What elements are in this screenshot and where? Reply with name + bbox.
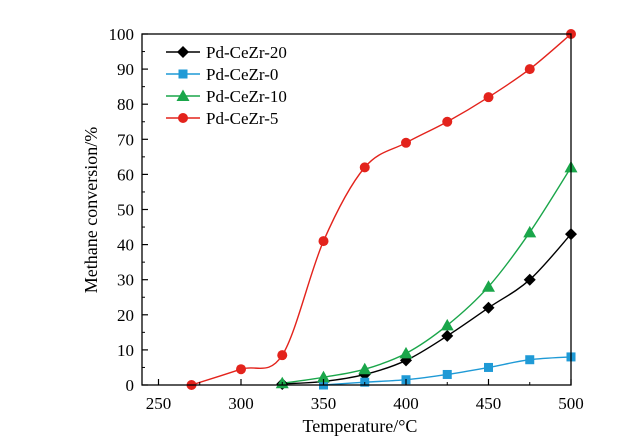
data-point-2-1 [317,370,330,383]
y-tick-label: 80 [117,95,134,114]
x-tick-label: 400 [393,394,419,413]
y-axis-label: Methane conversion/% [81,127,101,293]
data-point-0-5 [482,301,495,314]
data-point-2-3 [399,346,413,359]
y-tick-label: 20 [117,306,134,325]
y-tick-label: 100 [109,25,135,44]
y-tick-label: 0 [126,376,135,395]
data-point-0-4 [441,329,454,342]
legend-marker-0 [177,46,189,58]
x-tick-label: 300 [228,394,254,413]
legend-entry-3: Pd-CeZr-5 [206,109,278,128]
legend-marker-1 [178,69,188,79]
legend-entry-1: Pd-CeZr-0 [206,65,278,84]
x-tick-label: 500 [558,394,584,413]
data-point-2-2 [358,362,372,375]
legend-entry-2: Pd-CeZr-10 [206,87,287,106]
data-point-0-6 [523,273,536,286]
data-point-3-7 [483,92,494,103]
data-point-2-4 [440,318,454,331]
axes: 250 300 350 400 450 500 0 10 20 30 40 50 60 70 80 90 100 [109,25,584,413]
legend-entry-0: Pd-CeZr-20 [206,43,287,62]
y-tick-label: 40 [117,236,134,255]
y-tick-label: 60 [117,165,134,184]
data-point-1-5 [525,355,535,365]
y-tick-label: 70 [117,130,134,149]
x-tick-label: 450 [476,394,502,413]
legend-marker-3 [178,113,188,123]
data-point-3-3 [318,236,329,247]
data-point-1-4 [484,362,493,372]
data-point-2-5 [482,280,495,292]
legend-marker-2 [176,89,190,101]
data-point-3-2 [277,350,288,361]
data-point-3-8 [524,64,535,75]
x-axis-label: Temperature/°C [303,416,418,436]
x-tick-label: 350 [311,394,337,413]
legend: Pd-CeZr-20 Pd-CeZr-0 Pd-CeZr-10 Pd-CeZr-5 [166,43,287,128]
series-line-3 [191,33,572,386]
y-tick-label: 50 [117,201,134,220]
y-tick-label: 10 [117,341,134,360]
data-point-3-1 [236,364,246,375]
y-tick-label: 90 [117,60,134,79]
data-point-2-6 [523,225,537,238]
y-tick-label: 30 [117,271,134,290]
data-point-3-5 [401,137,411,148]
data-point-1-3 [442,369,452,379]
data-point-3-4 [359,162,370,173]
x-tick-label: 250 [146,394,172,413]
data-point-3-6 [442,116,453,127]
series-line-2 [282,167,572,384]
